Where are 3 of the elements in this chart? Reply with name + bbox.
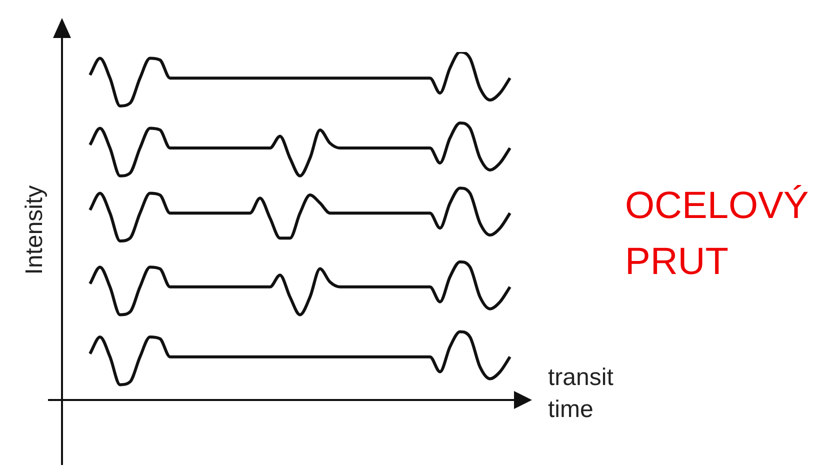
text: OCELOVÝ PRUT: [625, 184, 810, 285]
x-axis-title: transit time: [548, 363, 614, 425]
y-axis-title: Intensity: [21, 185, 49, 275]
